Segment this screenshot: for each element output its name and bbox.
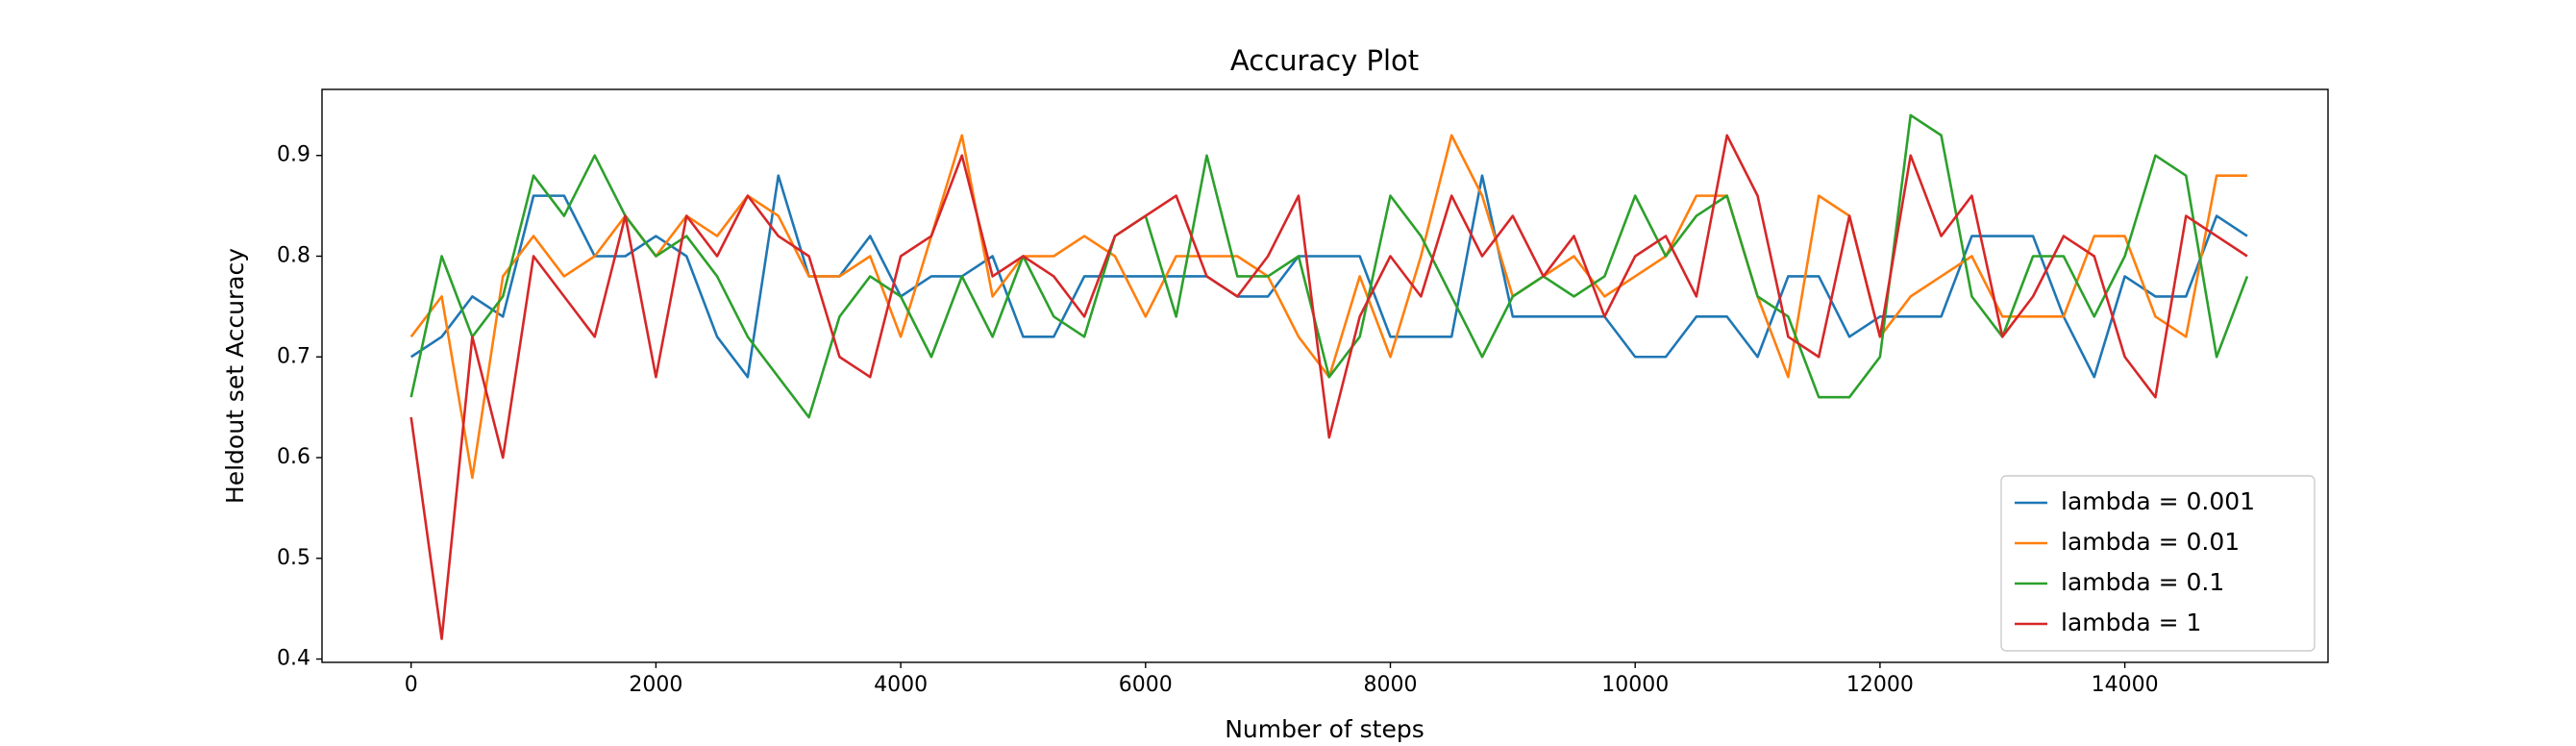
series-line: [409, 174, 2248, 379]
x-tick-label: 4000: [874, 673, 928, 697]
y-axis-label: Heldout set Accuracy: [221, 248, 249, 504]
y-tick-label: 0.4: [277, 647, 310, 671]
x-tick-label: 6000: [1119, 673, 1173, 697]
y-tick-label: 0.5: [277, 546, 310, 570]
y-tick-label: 0.8: [277, 243, 310, 267]
series-line: [409, 134, 2248, 640]
y-tick-label: 0.9: [277, 143, 310, 167]
x-tick-label: 14000: [2092, 673, 2159, 697]
legend-box: [2000, 475, 2316, 652]
legend-label: lambda = 0.1: [2061, 568, 2224, 596]
series-line: [409, 113, 2249, 419]
x-tick-label: 0: [405, 673, 418, 697]
x-tick-label: 12000: [1846, 673, 1914, 697]
y-tick-label: 0.6: [277, 445, 310, 469]
chart-title: Accuracy Plot: [1230, 44, 1419, 77]
legend-label: lambda = 0.01: [2061, 528, 2240, 556]
x-axis-label: Number of steps: [1225, 715, 1424, 742]
x-tick-label: 8000: [1364, 673, 1418, 697]
x-tick-label: 10000: [1601, 673, 1669, 697]
legend-label: lambda = 1: [2061, 609, 2201, 636]
plot-frame: [321, 88, 2329, 663]
legend-label: lambda = 0.001: [2061, 487, 2255, 515]
y-tick-label: 0.7: [277, 344, 310, 368]
x-tick-label: 2000: [629, 673, 682, 697]
